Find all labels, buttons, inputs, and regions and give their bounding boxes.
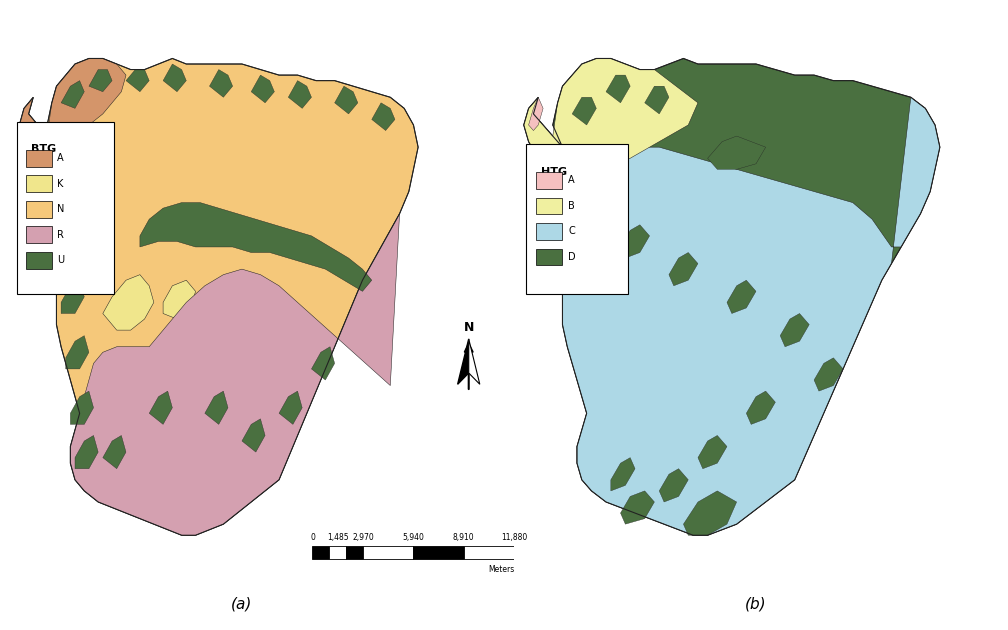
Polygon shape	[372, 103, 395, 130]
Polygon shape	[19, 59, 126, 180]
Bar	[536, 223, 562, 240]
Text: C: C	[569, 226, 575, 236]
Polygon shape	[669, 253, 698, 286]
Polygon shape	[727, 280, 756, 314]
Text: A: A	[57, 153, 64, 163]
Bar	[26, 201, 51, 217]
Polygon shape	[330, 546, 346, 559]
Polygon shape	[140, 203, 372, 291]
Text: 8,910: 8,910	[453, 533, 475, 542]
Polygon shape	[659, 469, 688, 502]
Polygon shape	[89, 69, 112, 92]
Polygon shape	[311, 346, 335, 380]
Text: (a): (a)	[231, 596, 253, 611]
Bar	[26, 175, 51, 192]
Polygon shape	[312, 546, 330, 559]
Text: A: A	[569, 175, 575, 185]
Bar	[536, 249, 562, 265]
Polygon shape	[346, 546, 363, 559]
Polygon shape	[524, 59, 698, 180]
Polygon shape	[288, 81, 311, 108]
Polygon shape	[163, 280, 196, 319]
Polygon shape	[562, 97, 939, 536]
Polygon shape	[573, 97, 597, 125]
Text: R: R	[57, 230, 65, 240]
Polygon shape	[163, 64, 186, 92]
FancyBboxPatch shape	[17, 122, 115, 294]
Polygon shape	[242, 419, 265, 452]
Polygon shape	[279, 391, 302, 425]
Polygon shape	[251, 75, 274, 103]
Polygon shape	[71, 214, 399, 536]
Polygon shape	[746, 391, 775, 425]
Polygon shape	[524, 59, 939, 536]
Polygon shape	[645, 86, 669, 114]
Polygon shape	[528, 97, 543, 130]
Polygon shape	[606, 75, 630, 103]
Polygon shape	[464, 546, 514, 559]
Polygon shape	[75, 435, 98, 469]
Bar	[26, 226, 51, 243]
Text: U: U	[57, 255, 65, 265]
Polygon shape	[621, 491, 654, 524]
Polygon shape	[335, 86, 358, 114]
Polygon shape	[71, 391, 94, 425]
Text: N: N	[464, 321, 474, 334]
Polygon shape	[210, 69, 233, 97]
Text: Meters: Meters	[488, 564, 514, 574]
Polygon shape	[103, 275, 154, 330]
Polygon shape	[126, 69, 149, 92]
Polygon shape	[56, 225, 80, 258]
Polygon shape	[469, 339, 480, 384]
Polygon shape	[56, 169, 75, 197]
Text: 5,940: 5,940	[402, 533, 424, 542]
Text: 11,880: 11,880	[501, 533, 527, 542]
Polygon shape	[611, 457, 635, 491]
Bar	[26, 150, 51, 166]
Polygon shape	[621, 225, 649, 258]
Text: 0: 0	[310, 533, 314, 542]
Bar	[26, 252, 51, 268]
Polygon shape	[683, 491, 737, 536]
Text: HTG: HTG	[540, 166, 566, 176]
Text: D: D	[569, 252, 576, 262]
Bar	[536, 198, 562, 214]
Text: (b): (b)	[745, 596, 767, 611]
Polygon shape	[458, 339, 469, 384]
Polygon shape	[814, 358, 843, 391]
Polygon shape	[205, 391, 228, 425]
Text: 2,970: 2,970	[352, 533, 374, 542]
Polygon shape	[708, 136, 766, 169]
Polygon shape	[363, 546, 413, 559]
Polygon shape	[66, 336, 89, 369]
Polygon shape	[780, 314, 809, 347]
FancyBboxPatch shape	[526, 144, 628, 294]
Polygon shape	[149, 391, 172, 425]
Polygon shape	[19, 59, 418, 536]
Polygon shape	[413, 546, 464, 559]
Polygon shape	[698, 435, 727, 469]
Polygon shape	[61, 280, 85, 314]
Polygon shape	[103, 435, 126, 469]
Text: K: K	[57, 179, 64, 189]
Text: 1,485: 1,485	[327, 533, 349, 542]
Text: B: B	[569, 201, 575, 211]
Polygon shape	[61, 81, 85, 108]
Text: N: N	[57, 204, 65, 214]
Bar	[536, 172, 562, 189]
Text: BTG: BTG	[31, 144, 56, 154]
